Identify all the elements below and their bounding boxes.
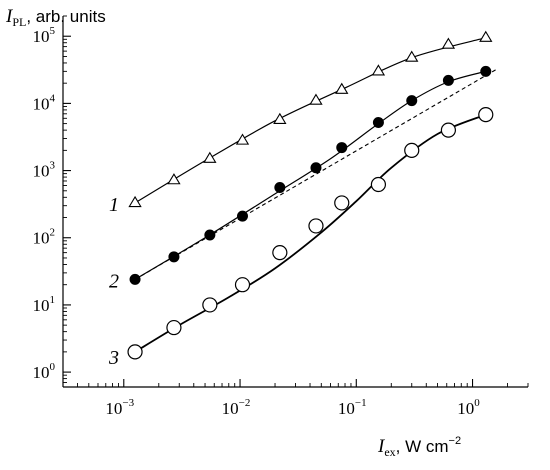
labels: 100 101 102 103 104 105 10−3 10−2 10−1 100 IPL, ar… — [5, 6, 480, 459]
y-axis-label: IPL, arb. units — [5, 6, 106, 29]
data-point-series-2 — [480, 65, 492, 77]
fit-curve-series-3 — [134, 113, 487, 353]
data-point-series-3 — [334, 195, 350, 211]
data-point-series-1 — [309, 93, 323, 105]
x-axis-label: Iex, W cm−2 — [377, 435, 461, 459]
fit-curves — [134, 37, 487, 353]
data-point-series-3 — [166, 319, 182, 336]
data-point-series-1 — [335, 82, 349, 94]
data-point-series-3 — [440, 122, 457, 138]
x-tick-label: 10−1 — [338, 397, 367, 418]
series-label-2: 2 — [109, 270, 119, 292]
y-tick-label: 104 — [33, 92, 56, 113]
data-point-series-3 — [127, 344, 143, 360]
data-point-series-2 — [336, 142, 348, 154]
data-point-series-2 — [236, 210, 248, 222]
data-point-series-1 — [441, 37, 456, 49]
data-point-series-3 — [404, 142, 420, 158]
data-point-series-1 — [203, 151, 217, 163]
fit-curve-series-1 — [134, 37, 486, 204]
data-point-series-1 — [371, 64, 386, 76]
data-point-series-1 — [167, 173, 181, 185]
y-tick-label: 100 — [33, 361, 56, 382]
series-label-3: 3 — [108, 347, 119, 369]
data-point-series-2 — [310, 162, 322, 174]
data-point-series-2 — [274, 181, 286, 193]
data-point-series-2 — [442, 74, 454, 86]
data-point-series-1 — [128, 195, 142, 208]
data-point-series-3 — [272, 245, 288, 261]
axes — [62, 15, 529, 388]
y-tick-label: 102 — [33, 227, 56, 248]
data-point-series-3 — [478, 107, 494, 123]
data-point-series-2 — [168, 251, 180, 263]
data-point-series-3 — [234, 277, 251, 293]
data-point-series-2 — [372, 116, 384, 128]
data-point-series-2 — [129, 273, 141, 285]
fit-curve-series-2 — [134, 70, 486, 280]
x-tick-label: 10−3 — [105, 397, 134, 418]
data-markers — [127, 30, 494, 360]
data-point-series-3 — [202, 297, 218, 313]
y-tick-label: 103 — [33, 160, 56, 181]
y-tick-label: 101 — [33, 294, 56, 315]
y-tick-label: 105 — [33, 25, 56, 46]
data-point-series-3 — [370, 176, 387, 193]
data-point-series-1 — [235, 133, 250, 145]
data-point-series-1 — [479, 30, 493, 42]
data-point-series-1 — [273, 112, 287, 124]
data-point-series-1 — [405, 50, 419, 62]
series-label-1: 1 — [109, 194, 119, 216]
x-tick-label: 10−2 — [222, 397, 251, 418]
data-point-series-2 — [406, 95, 418, 107]
data-point-series-3 — [308, 218, 324, 234]
data-point-series-2 — [204, 229, 216, 241]
x-tick-label: 100 — [457, 397, 480, 418]
